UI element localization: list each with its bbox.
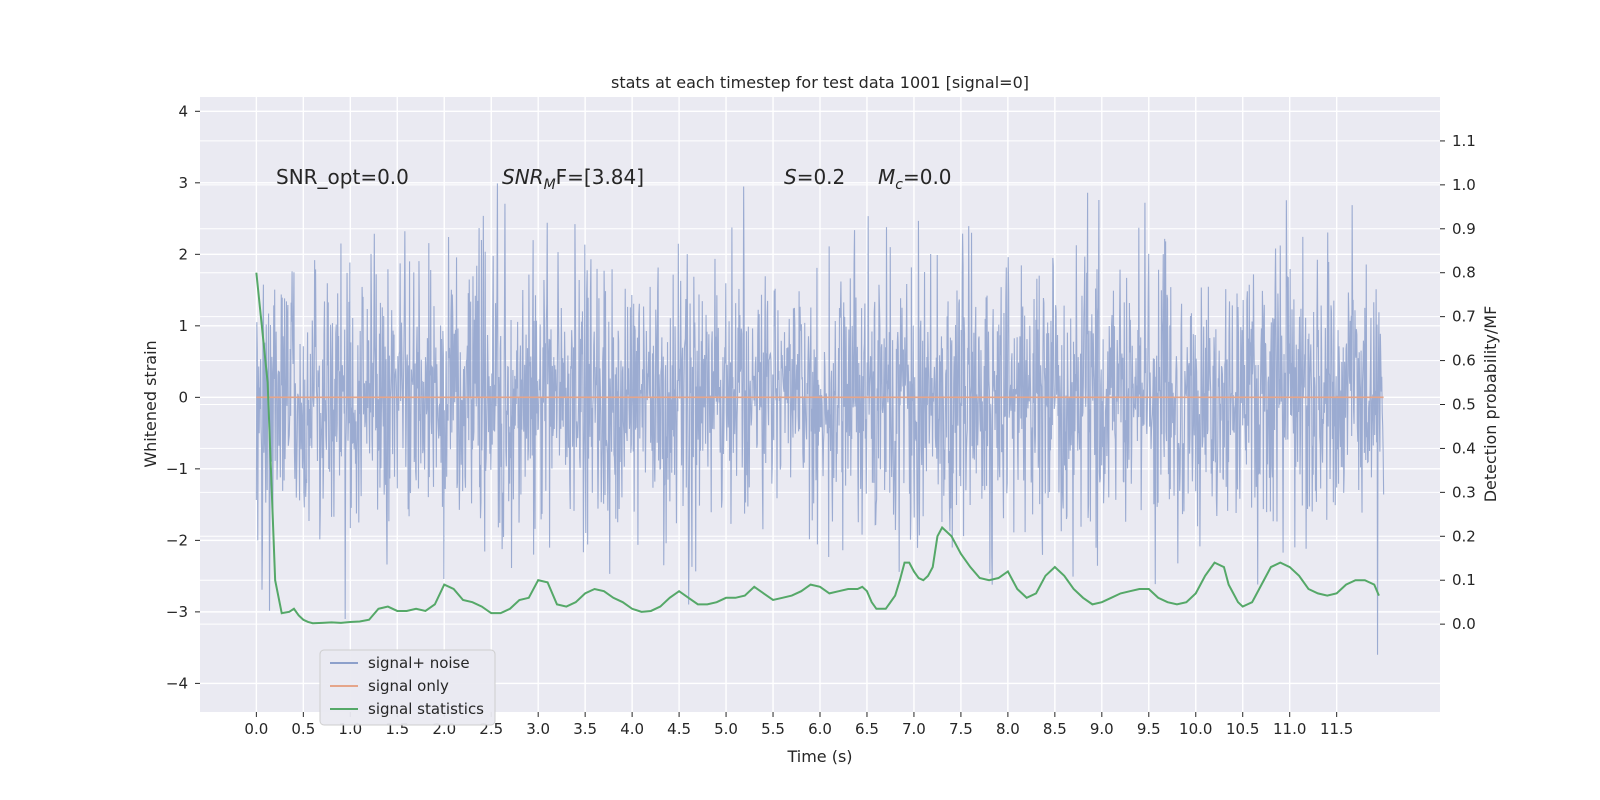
y-tick-label: 2: [178, 245, 188, 263]
y-tick-label: 0: [178, 388, 188, 406]
legend-label-signal-statistics: signal statistics: [368, 700, 484, 718]
x-tick-label: 4.5: [667, 720, 691, 738]
series-signal-plus-noise: [255, 183, 1385, 655]
annotation-snr-mf: SNRMF=[3.84]: [502, 165, 644, 193]
y-tick-label: 1: [178, 317, 188, 335]
y-tick-label: −2: [166, 531, 188, 549]
annotation-mc-symbol: M: [878, 165, 895, 189]
signal-statistics-line: [255, 272, 1380, 625]
y-tick-label: 4: [178, 102, 188, 120]
y-right-tick-label: 0.6: [1452, 352, 1476, 370]
y-right-tick-label: 0.3: [1452, 483, 1476, 501]
x-tick-label: 8.0: [996, 720, 1020, 738]
y-right-tick-label: 0.1: [1452, 571, 1476, 589]
y-right-tick-label: 1.1: [1452, 132, 1476, 150]
annotation-snr-opt: SNR_opt=0.0: [276, 165, 409, 189]
y-right-tick-label: 0.7: [1452, 308, 1476, 326]
x-tick-label: 7.0: [902, 720, 926, 738]
annotation-s-symbol: S: [784, 165, 797, 189]
x-axis-label: Time (s): [786, 747, 852, 766]
x-tick-label: 10.0: [1179, 720, 1212, 738]
annotation-s: S=0.2: [784, 165, 845, 189]
x-tick-label: 0.5: [291, 720, 315, 738]
y-axis-ticks: −4 −3 −2 −1 0 1 2 3 4: [166, 102, 200, 692]
annotation-mc: Mc=0.0: [878, 165, 952, 193]
annotation-snr-mf-value: F=[3.84]: [556, 165, 644, 189]
y-right-tick-label: 0.9: [1452, 220, 1476, 238]
y-right-tick-label: 0.5: [1452, 396, 1476, 414]
x-axis-ticks: 0.0 0.5 1.0 1.5 2.0 2.5 3.0 3.5 4.0 4.5 5.0 5.5 6.0 6…: [244, 712, 1353, 738]
y-right-tick-label: 1.0: [1452, 176, 1476, 194]
annotation-mc-subscript: c: [895, 177, 903, 193]
y-right-tick-label: 0.8: [1452, 264, 1476, 282]
y-right-tick-label: 0.0: [1452, 615, 1476, 633]
legend-label-signal-plus-noise: signal+ noise: [368, 654, 470, 672]
annotation-snr-mf-subscript: M: [544, 177, 556, 193]
x-tick-label: 11.0: [1273, 720, 1306, 738]
x-tick-label: 9.5: [1137, 720, 1161, 738]
y-tick-label: 3: [178, 174, 188, 192]
x-tick-label: 5.5: [761, 720, 785, 738]
series-signal-statistics: [255, 272, 1380, 625]
chart-title: stats at each timestep for test data 100…: [611, 73, 1029, 92]
annotation-snr-mf-symbol: SNR: [502, 165, 544, 189]
x-tick-label: 3.5: [573, 720, 597, 738]
legend-label-signal-only: signal only: [368, 677, 449, 695]
legend-box: [319, 649, 496, 726]
annotation-s-value: =0.2: [797, 165, 846, 189]
x-tick-label: 10.5: [1226, 720, 1259, 738]
y-tick-label: −1: [166, 460, 188, 478]
y-tick-label: −3: [166, 603, 188, 621]
y-right-axis-label: Detection probability/MF: [1481, 306, 1500, 503]
legend: signal+ noise signal only signal statist…: [319, 649, 496, 726]
x-tick-label: 9.0: [1090, 720, 1114, 738]
x-tick-label: 11.5: [1320, 720, 1353, 738]
y-right-tick-label: 0.4: [1452, 439, 1476, 457]
y-right-axis-ticks: 0.0 0.1 0.2 0.3 0.4 0.5 0.6 0.7 0.8 0.9 1.0 1.1: [1440, 132, 1476, 633]
x-tick-label: 3.0: [526, 720, 550, 738]
x-tick-label: 6.0: [808, 720, 832, 738]
x-tick-label: 8.5: [1043, 720, 1067, 738]
x-tick-label: 0.0: [244, 720, 268, 738]
y-axis-label: Whitened strain: [141, 340, 160, 467]
y-tick-label: −4: [166, 674, 188, 692]
x-tick-label: 6.5: [855, 720, 879, 738]
annotation-mc-value: =0.0: [903, 165, 952, 189]
x-tick-label: 5.0: [714, 720, 738, 738]
noise-trace: [255, 183, 1385, 655]
annotations: SNR_opt=0.0 SNRMF=[3.84] S=0.2 Mc=0.0: [276, 165, 952, 193]
x-tick-label: 7.5: [949, 720, 973, 738]
y-right-tick-label: 0.2: [1452, 527, 1476, 545]
x-tick-label: 4.0: [620, 720, 644, 738]
